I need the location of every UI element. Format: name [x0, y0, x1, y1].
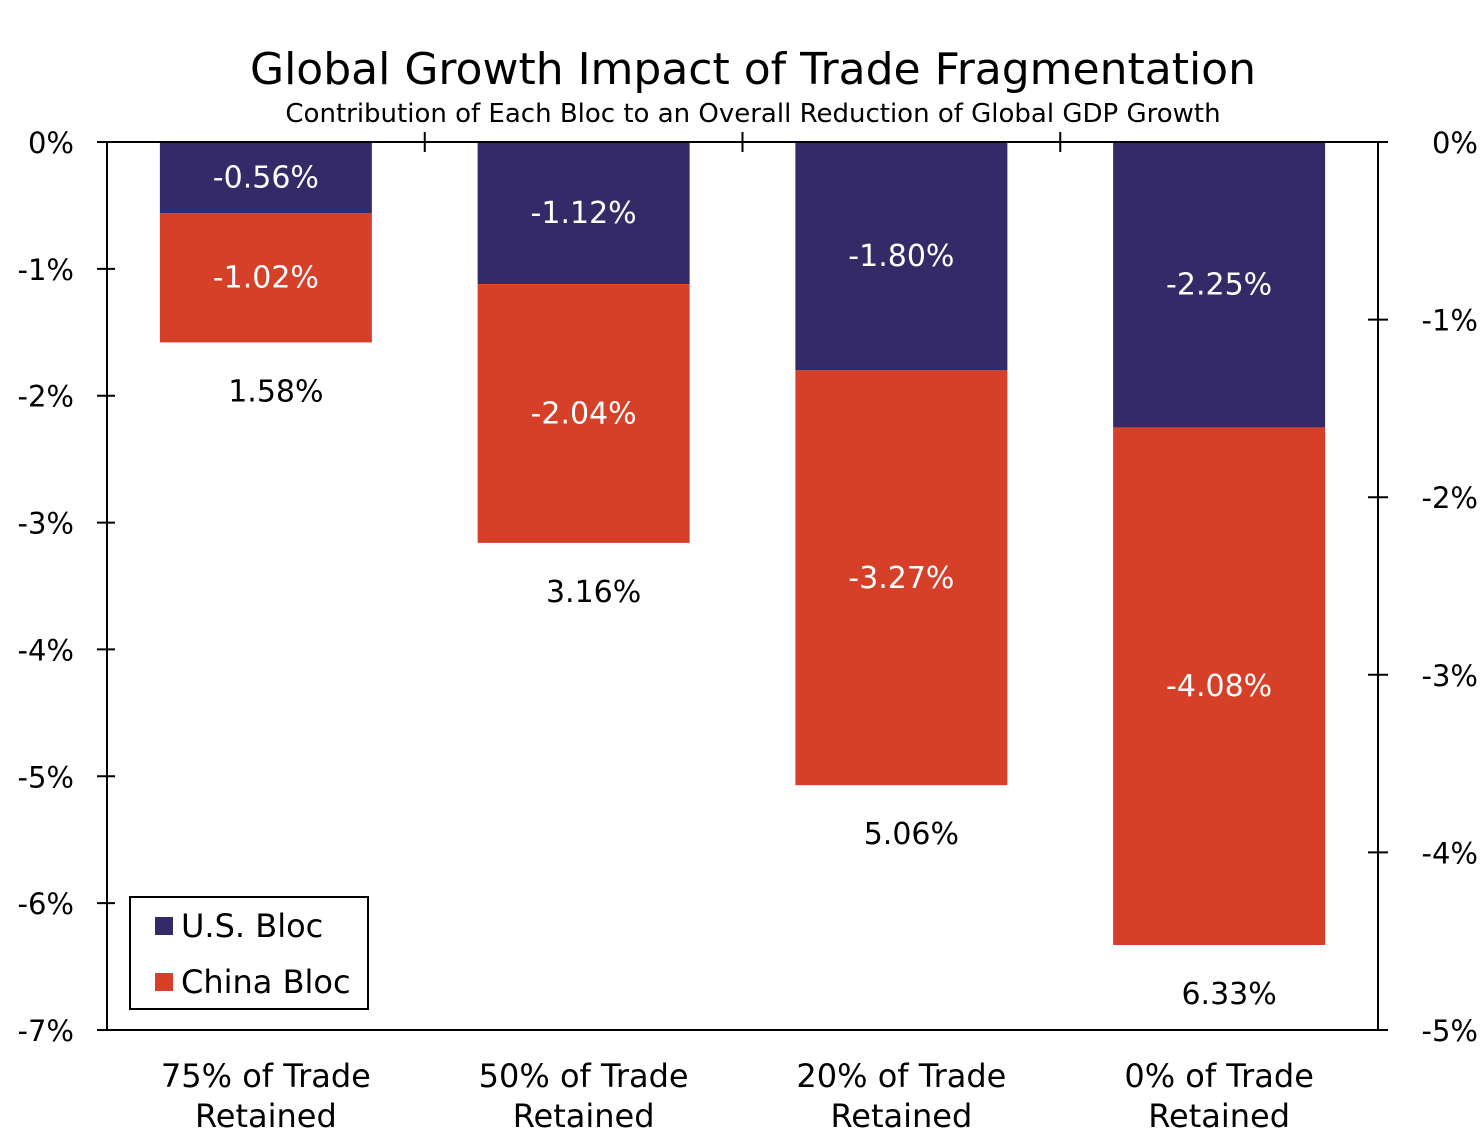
chart-title: Global Growth Impact of Trade Fragmentat… — [250, 44, 1256, 95]
category-label-line2-2: Retained — [830, 1097, 972, 1135]
left-tick-label-1: -1% — [18, 253, 74, 287]
data-label-china-0: -1.02% — [213, 261, 319, 296]
total-label-1: 3.16% — [546, 575, 641, 610]
left-tick-label-6: -6% — [18, 887, 74, 921]
data-label-china-2: -3.27% — [848, 561, 954, 596]
right-tick-label-5: -5% — [1422, 1014, 1478, 1048]
right-tick-label-3: -3% — [1422, 659, 1478, 693]
data-label-us-3: -2.25% — [1166, 268, 1272, 303]
total-label-0: 1.58% — [228, 374, 323, 409]
right-tick-label-4: -4% — [1422, 836, 1478, 870]
category-label-line1-0: 75% of Trade — [161, 1057, 371, 1095]
legend-swatch-us — [155, 917, 173, 935]
right-tick-label-2: -2% — [1422, 481, 1478, 515]
bar-china-2 — [795, 370, 1008, 786]
bar-us-3 — [1113, 142, 1326, 428]
data-label-china-3: -4.08% — [1166, 669, 1272, 704]
left-tick-label-3: -3% — [18, 507, 74, 541]
left-tick-label-2: -2% — [18, 380, 74, 414]
left-tick-label-4: -4% — [18, 633, 74, 667]
category-label-line1-3: 0% of Trade — [1124, 1057, 1314, 1095]
bar-us-1 — [477, 142, 690, 285]
total-label-3: 6.33% — [1181, 977, 1276, 1012]
chart-subtitle: Contribution of Each Bloc to an Overall … — [285, 99, 1220, 129]
category-label-line2-3: Retained — [1148, 1097, 1290, 1135]
left-tick-label-0: 0% — [28, 126, 74, 160]
category-label-line1-2: 20% of Trade — [796, 1057, 1006, 1095]
left-tick-label-5: -5% — [18, 760, 74, 794]
legend-label-china: China Bloc — [181, 963, 351, 1001]
legend-label-us: U.S. Bloc — [181, 907, 323, 945]
legend-swatch-china — [155, 973, 173, 991]
right-tick-label-0: 0% — [1432, 126, 1478, 160]
bar-china-0 — [159, 213, 372, 343]
category-label-line2-0: Retained — [195, 1097, 337, 1135]
bar-us-0 — [159, 142, 372, 214]
data-label-us-1: -1.12% — [531, 196, 637, 231]
left-tick-label-7: -7% — [18, 1014, 74, 1048]
category-label-line1-1: 50% of Trade — [479, 1057, 689, 1095]
bar-us-2 — [795, 142, 1008, 371]
bar-china-1 — [477, 284, 690, 543]
right-tick-label-1: -1% — [1422, 304, 1478, 338]
plot-area: -0.56%-1.02%1.58%75% of TradeRetained-1.… — [18, 126, 1478, 1135]
category-label-line2-1: Retained — [513, 1097, 655, 1135]
data-label-us-2: -1.80% — [848, 239, 954, 274]
total-label-2: 5.06% — [864, 817, 959, 852]
data-label-china-1: -2.04% — [531, 396, 637, 431]
data-label-us-0: -0.56% — [213, 161, 319, 196]
bar-china-3 — [1113, 427, 1326, 946]
